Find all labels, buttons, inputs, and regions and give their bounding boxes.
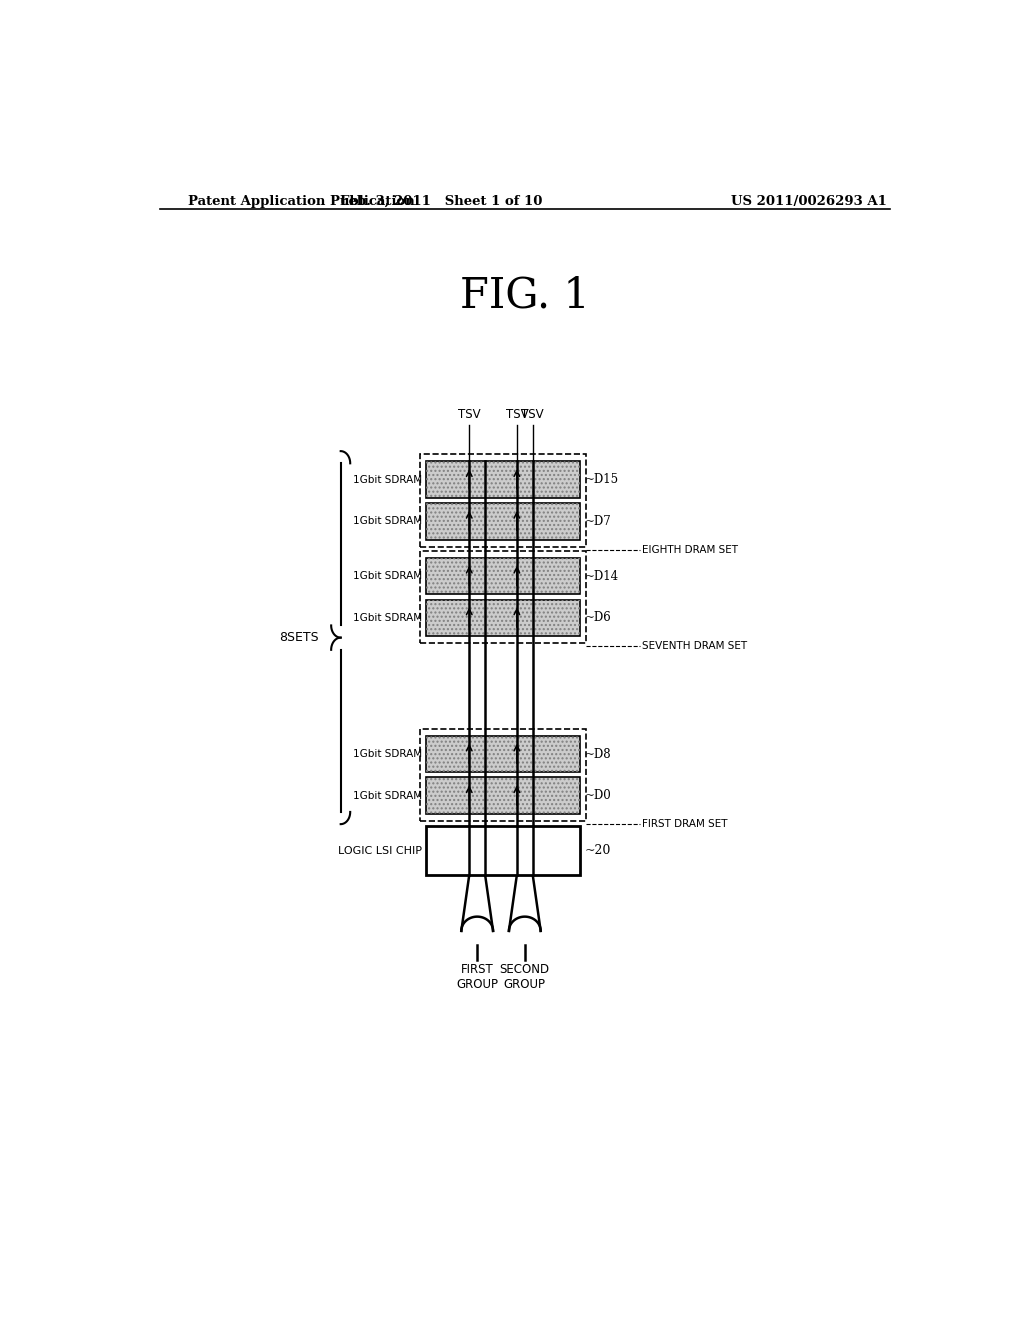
Bar	[426, 558, 581, 594]
Text: TSV: TSV	[521, 408, 544, 421]
Text: 1Gbit SDRAM: 1Gbit SDRAM	[352, 612, 422, 623]
Text: ~D8: ~D8	[585, 747, 611, 760]
Text: LOGIC LSI CHIP: LOGIC LSI CHIP	[338, 846, 422, 855]
Text: FIG. 1: FIG. 1	[460, 275, 590, 317]
Text: ~D15: ~D15	[585, 473, 620, 486]
Bar	[426, 777, 581, 814]
Text: TSV: TSV	[506, 408, 528, 421]
Bar	[426, 461, 581, 498]
Text: ~D14: ~D14	[585, 570, 620, 582]
Bar	[426, 503, 581, 540]
Text: ~D6: ~D6	[585, 611, 612, 624]
Bar	[420, 454, 586, 546]
Text: 1Gbit SDRAM: 1Gbit SDRAM	[352, 516, 422, 527]
Text: ~20: ~20	[585, 843, 611, 857]
Text: SEVENTH DRAM SET: SEVENTH DRAM SET	[642, 642, 748, 651]
Text: 1Gbit SDRAM: 1Gbit SDRAM	[352, 572, 422, 581]
Bar	[426, 599, 581, 636]
Text: FIRST
GROUP: FIRST GROUP	[456, 964, 499, 991]
Bar	[426, 461, 581, 498]
Text: EIGHTH DRAM SET: EIGHTH DRAM SET	[642, 545, 738, 554]
Text: 1Gbit SDRAM: 1Gbit SDRAM	[352, 748, 422, 759]
Text: FIRST DRAM SET: FIRST DRAM SET	[642, 820, 728, 829]
Bar	[426, 735, 581, 772]
Text: Feb. 3, 2011   Sheet 1 of 10: Feb. 3, 2011 Sheet 1 of 10	[340, 194, 543, 207]
Bar	[426, 777, 581, 814]
Text: Patent Application Publication: Patent Application Publication	[187, 194, 415, 207]
Text: 1Gbit SDRAM: 1Gbit SDRAM	[352, 475, 422, 484]
Text: ~D0: ~D0	[585, 789, 612, 803]
Bar	[426, 503, 581, 540]
Bar	[420, 550, 586, 643]
Text: US 2011/0026293 A1: US 2011/0026293 A1	[731, 194, 887, 207]
Bar	[420, 729, 586, 821]
Text: 8SETS: 8SETS	[279, 631, 318, 644]
Text: 1Gbit SDRAM: 1Gbit SDRAM	[352, 791, 422, 801]
Bar	[426, 826, 581, 875]
Bar	[426, 599, 581, 636]
Text: TSV: TSV	[458, 408, 480, 421]
Bar	[426, 558, 581, 594]
Text: SECOND
GROUP: SECOND GROUP	[500, 964, 550, 991]
Bar	[426, 735, 581, 772]
Text: ~D7: ~D7	[585, 515, 612, 528]
